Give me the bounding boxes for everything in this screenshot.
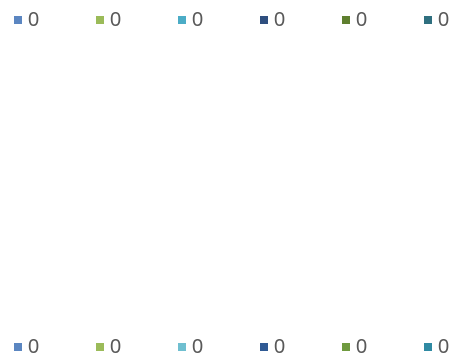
legend-label: 0	[110, 336, 122, 358]
legend-item-1: 0	[14, 6, 39, 34]
legend-top: 0 0 0 0 0 0	[0, 6, 464, 34]
legend-label: 0	[356, 9, 368, 31]
legend-item-1: 0	[14, 333, 39, 361]
square-swatch-icon	[14, 343, 22, 351]
legend-item-6: 0	[424, 333, 449, 361]
square-swatch-icon	[260, 16, 268, 24]
legend-label: 0	[438, 9, 450, 31]
legend-label: 0	[192, 9, 204, 31]
square-swatch-icon	[178, 16, 186, 24]
square-swatch-icon	[178, 343, 186, 351]
legend-label: 0	[28, 9, 40, 31]
legend-item-4: 0	[260, 333, 285, 361]
legend-item-2: 0	[96, 333, 121, 361]
square-swatch-icon	[424, 343, 432, 351]
legend-label: 0	[438, 336, 450, 358]
legend-item-2: 0	[96, 6, 121, 34]
legend-label: 0	[110, 9, 122, 31]
square-swatch-icon	[96, 343, 104, 351]
square-swatch-icon	[342, 343, 350, 351]
legend-label: 0	[274, 9, 286, 31]
legend-bottom: 0 0 0 0 0 0	[0, 333, 464, 361]
plot-area	[0, 40, 464, 325]
square-swatch-icon	[96, 16, 104, 24]
legend-label: 0	[274, 336, 286, 358]
legend-item-4: 0	[260, 6, 285, 34]
legend-item-5: 0	[342, 6, 367, 34]
legend-item-6: 0	[424, 6, 449, 34]
legend-label: 0	[356, 336, 368, 358]
legend-label: 0	[192, 336, 204, 358]
square-swatch-icon	[260, 343, 268, 351]
square-swatch-icon	[342, 16, 350, 24]
square-swatch-icon	[14, 16, 22, 24]
legend-label: 0	[28, 336, 40, 358]
legend-item-5: 0	[342, 333, 367, 361]
legend-item-3: 0	[178, 333, 203, 361]
legend-item-3: 0	[178, 6, 203, 34]
square-swatch-icon	[424, 16, 432, 24]
